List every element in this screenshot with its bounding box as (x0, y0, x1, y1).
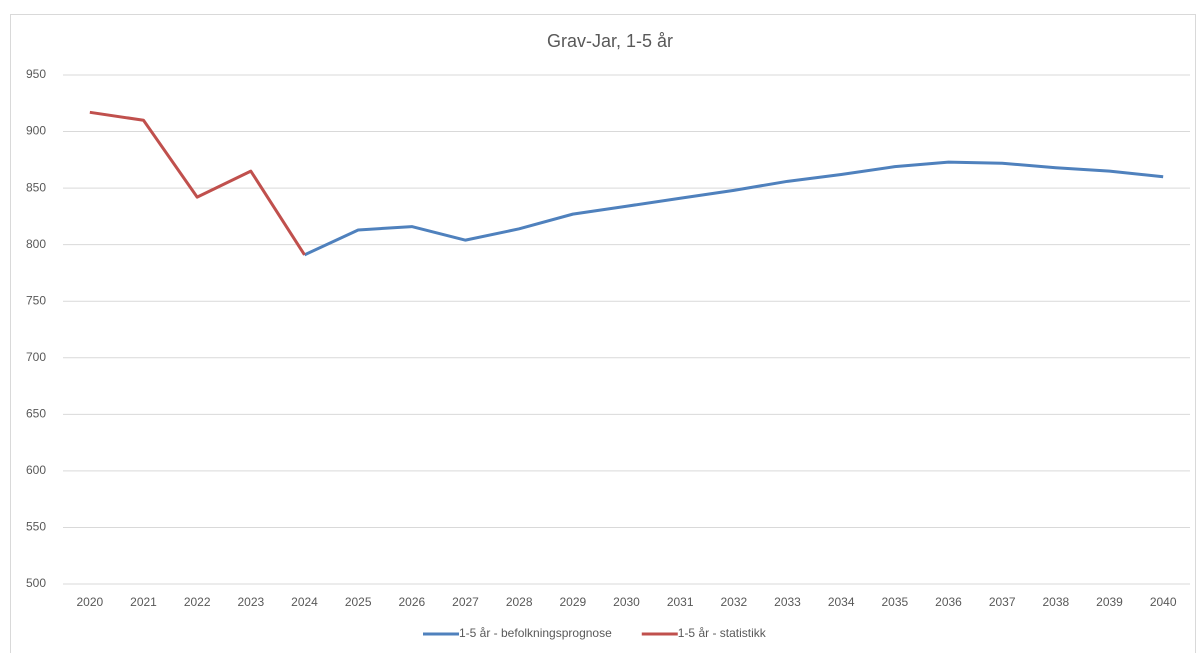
y-tick-label: 650 (26, 407, 46, 421)
x-tick-label: 2034 (828, 595, 855, 609)
x-tick-label: 2040 (1150, 595, 1177, 609)
y-tick-label: 500 (26, 576, 46, 590)
x-tick-label: 2036 (935, 595, 962, 609)
y-tick-label: 750 (26, 293, 46, 307)
x-tick-label: 2035 (881, 595, 908, 609)
x-tick-label: 2029 (559, 595, 586, 609)
x-tick-label: 2023 (237, 595, 264, 609)
line-series (89, 110, 306, 256)
x-tick-label: 2038 (1042, 595, 1069, 609)
x-tick-label: 2032 (720, 595, 747, 609)
x-tick-label: 2024 (291, 595, 318, 609)
legend-label: 1-5 år - befolkningsprognose (459, 626, 612, 640)
y-tick-label: 850 (26, 180, 46, 194)
x-tick-label: 2021 (130, 595, 157, 609)
y-tick-label: 600 (26, 463, 46, 477)
legend-label: 1-5 år - statistikk (678, 626, 767, 640)
y-tick-label: 900 (26, 124, 46, 138)
x-tick-label: 2027 (452, 595, 479, 609)
y-tick-label: 700 (26, 350, 46, 364)
x-tick-label: 2022 (184, 595, 211, 609)
x-tick-label: 2028 (506, 595, 533, 609)
x-tick-label: 2030 (613, 595, 640, 609)
y-tick-label: 550 (26, 520, 46, 534)
chart-title: Grav-Jar, 1-5 år (547, 31, 673, 51)
x-tick-label: 2039 (1096, 595, 1123, 609)
x-tick-label: 2020 (76, 595, 103, 609)
x-tick-label: 2026 (398, 595, 425, 609)
y-tick-label: 800 (26, 237, 46, 251)
line-series (303, 160, 1164, 257)
chart-frame (10, 14, 1196, 653)
x-tick-label: 2025 (345, 595, 372, 609)
x-tick-label: 2037 (989, 595, 1016, 609)
x-tick-label: 2033 (774, 595, 801, 609)
x-tick-label: 2031 (667, 595, 694, 609)
y-tick-label: 950 (26, 67, 46, 81)
